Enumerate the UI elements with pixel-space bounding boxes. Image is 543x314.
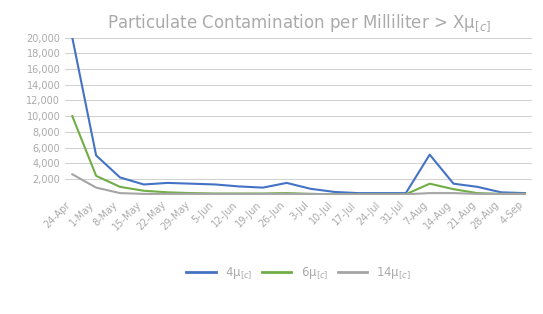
Title: Particulate Contamination per Milliliter > Xμ$_{[c]}$: Particulate Contamination per Milliliter… <box>106 12 491 33</box>
Legend: 4μ$_{[c]}$, 6μ$_{[c]}$, 14μ$_{[c]}$: 4μ$_{[c]}$, 6μ$_{[c]}$, 14μ$_{[c]}$ <box>181 261 416 286</box>
